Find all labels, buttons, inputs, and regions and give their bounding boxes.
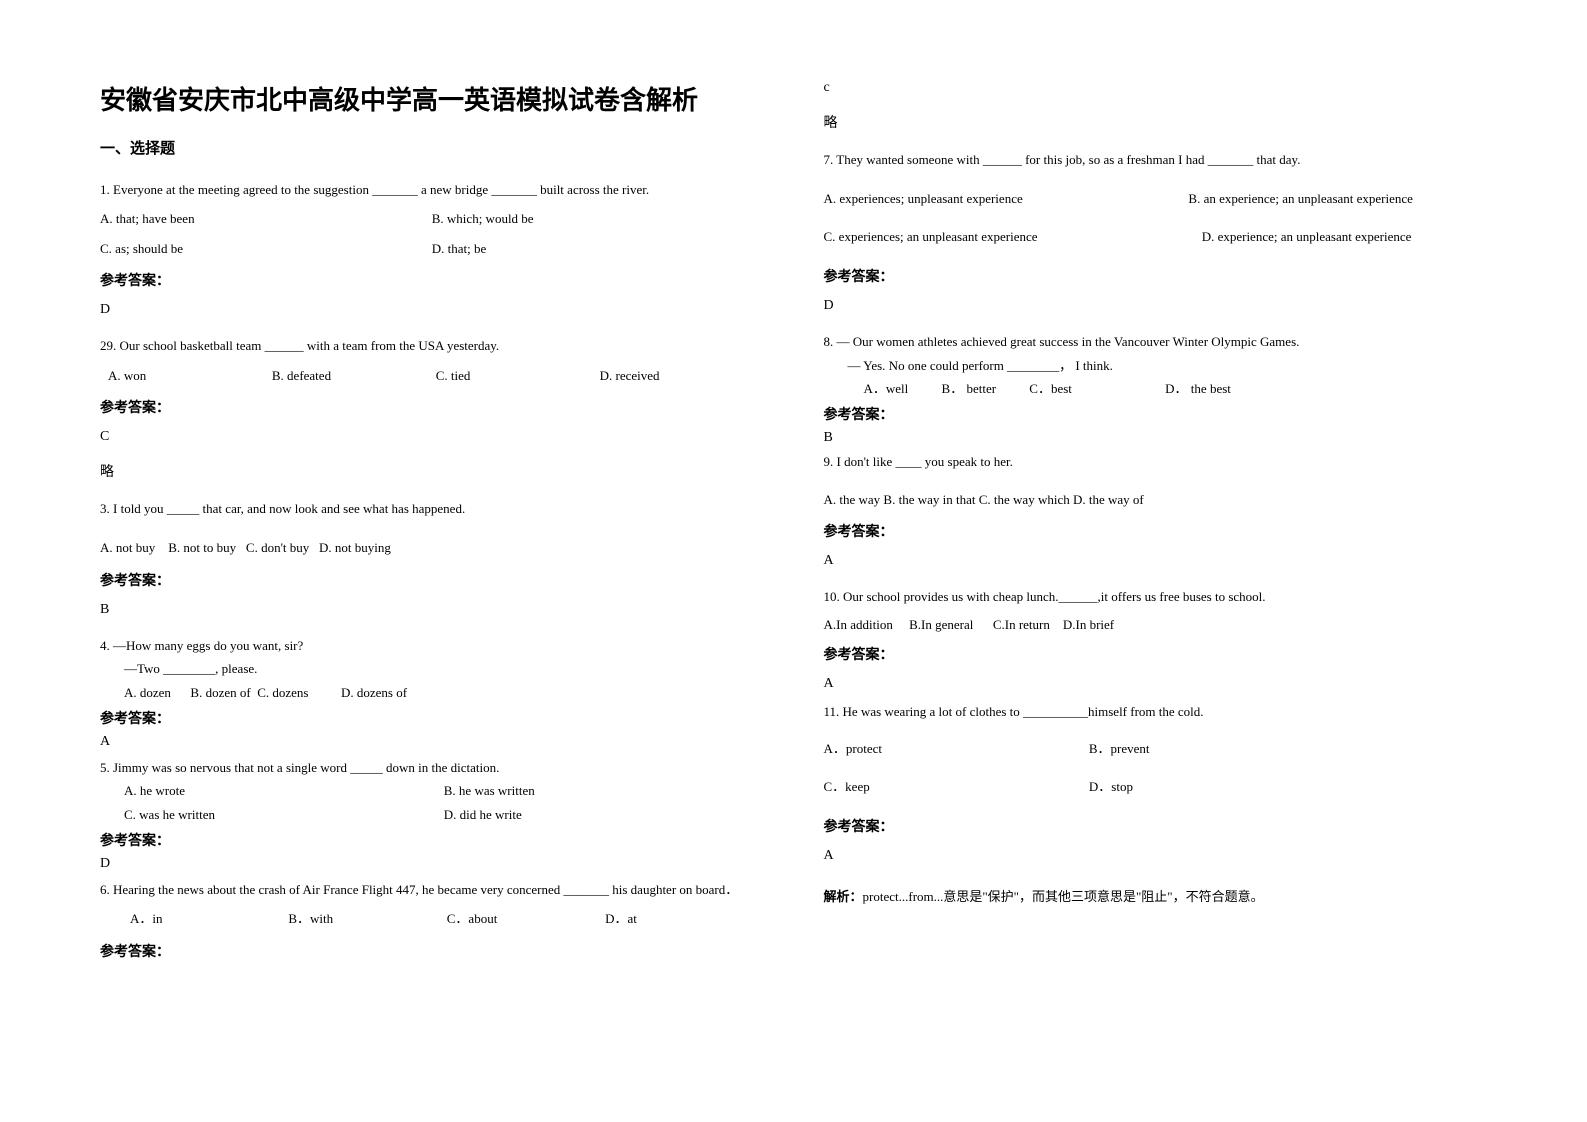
- q7-answer: D: [824, 298, 1488, 314]
- q11-opt-d: D．stop: [1089, 775, 1354, 798]
- q6-answer-label: 参考答案：: [100, 941, 764, 961]
- q3-text: 3. I told you _____ that car, and now lo…: [100, 497, 764, 520]
- q11-opt-a: A．protect: [824, 737, 1089, 760]
- q2-opt-b: B. defeated: [272, 364, 436, 387]
- q3-answer-label: 参考答案：: [100, 570, 764, 590]
- q1-text: 1. Everyone at the meeting agreed to the…: [100, 178, 764, 201]
- q11-opt-c: C．keep: [824, 775, 1089, 798]
- q8-opt-b: B． better: [942, 377, 997, 400]
- explain-label: 解析：: [824, 889, 863, 904]
- q4-line1: 4. —How many eggs do you want, sir?: [100, 634, 764, 657]
- q4-answer-label: 参考答案：: [100, 708, 764, 728]
- q11-answer-label: 参考答案：: [824, 816, 1488, 836]
- q11-answer: A: [824, 848, 1488, 864]
- section-heading: 一、选择题: [100, 137, 764, 158]
- q10-answer: A: [824, 676, 1488, 692]
- q9-answer: A: [824, 553, 1488, 569]
- q2-opts: A. won B. defeated C. tied D. received: [100, 364, 764, 387]
- q1-opt-c: C. as; should be: [100, 237, 432, 260]
- q9-opts: A. the way B. the way in that C. the way…: [824, 488, 1488, 511]
- q1-opts-row1: A. that; have been B. which; would be: [100, 207, 764, 230]
- q5-opt-b: B. he was written: [444, 779, 764, 802]
- left-column: 安徽省安庆市北中高级中学高一英语模拟试卷含解析 一、选择题 1. Everyon…: [100, 80, 764, 1042]
- q1-opt-b: B. which; would be: [432, 207, 764, 230]
- q8-line1: 8. — Our women athletes achieved great s…: [824, 330, 1488, 353]
- q4-answer: A: [100, 734, 764, 750]
- q5-opts-row2: C. was he written D. did he write: [100, 803, 764, 826]
- q4-line2: —Two ________, please.: [100, 657, 764, 680]
- q7-opts-row1: A. experiences; unpleasant experience B.…: [824, 187, 1488, 210]
- q8-opts: A．well B． better C．best D． the best: [824, 377, 1488, 400]
- q8-answer-label: 参考答案：: [824, 404, 1488, 424]
- q10-opts: A.In addition B.In general C.In return D…: [824, 613, 1488, 636]
- q6-opts: A．in B．with C．about D．at: [100, 907, 764, 930]
- q10-text: 10. Our school provides us with cheap lu…: [824, 585, 1488, 608]
- q11-explanation: 解析：protect...from...意思是"保护"，而其他三项意思是"阻止"…: [824, 886, 1488, 905]
- q2-opt-c: C. tied: [436, 364, 600, 387]
- q9-answer-label: 参考答案：: [824, 521, 1488, 541]
- q5-opt-c: C. was he written: [124, 803, 444, 826]
- q2-opt-d: D. received: [600, 364, 764, 387]
- q2-text: 29. Our school basketball team ______ wi…: [100, 334, 764, 357]
- q8-opt-a: A．well: [864, 377, 909, 400]
- q8-answer: B: [824, 430, 1488, 446]
- right-column: c 略 7. They wanted someone with ______ f…: [824, 80, 1488, 1042]
- q11-opts-row1: A．protect B．prevent: [824, 737, 1488, 760]
- q6-text: 6. Hearing the news about the crash of A…: [100, 878, 764, 901]
- q5-answer-label: 参考答案：: [100, 830, 764, 850]
- q11-text: 11. He was wearing a lot of clothes to _…: [824, 700, 1488, 723]
- q6-opt-c: C．about: [447, 907, 605, 930]
- q7-answer-label: 参考答案：: [824, 266, 1488, 286]
- q1-answer: D: [100, 302, 764, 318]
- q6-answer: c: [824, 80, 1488, 96]
- q8-line2: — Yes. No one could perform ________， I …: [824, 354, 1488, 377]
- q7-opt-c: C. experiences; an unpleasant experience: [824, 225, 1202, 248]
- q1-answer-label: 参考答案：: [100, 270, 764, 290]
- q7-opt-d: D. experience; an unpleasant experience: [1202, 225, 1487, 248]
- q10-answer-label: 参考答案：: [824, 644, 1488, 664]
- q6-opt-b: B．with: [288, 907, 446, 930]
- q5-opt-a: A. he wrote: [124, 779, 444, 802]
- explain-text: protect...from...意思是"保护"，而其他三项意思是"阻止"，不符…: [863, 889, 1264, 904]
- q1-opt-d: D. that; be: [432, 237, 764, 260]
- q1-opts-row2: C. as; should be D. that; be: [100, 237, 764, 260]
- q2-opt-a: A. won: [108, 364, 272, 387]
- q5-opt-d: D. did he write: [444, 803, 764, 826]
- q6-opt-d: D．at: [605, 907, 763, 930]
- q7-opt-b: B. an experience; an unpleasant experien…: [1188, 187, 1487, 210]
- q4-opts: A. dozen B. dozen of C. dozens D. dozens…: [100, 681, 764, 704]
- q2-answer: C: [100, 429, 764, 445]
- q7-text: 7. They wanted someone with ______ for t…: [824, 148, 1488, 171]
- q5-opts-row1: A. he wrote B. he was written: [100, 779, 764, 802]
- q9-text: 9. I don't like ____ you speak to her.: [824, 450, 1488, 473]
- q6-omit: 略: [824, 112, 1488, 132]
- q6-opt-a: A．in: [130, 907, 288, 930]
- q7-opts-row2: C. experiences; an unpleasant experience…: [824, 225, 1488, 248]
- q3-answer: B: [100, 602, 764, 618]
- q1-opt-a: A. that; have been: [100, 207, 432, 230]
- q8-opt-d: D． the best: [1165, 377, 1231, 400]
- q2-answer-label: 参考答案：: [100, 397, 764, 417]
- q5-answer: D: [100, 856, 764, 872]
- q11-opts-row2: C．keep D．stop: [824, 775, 1488, 798]
- q2-omit: 略: [100, 461, 764, 481]
- q5-text: 5. Jimmy was so nervous that not a singl…: [100, 756, 764, 779]
- q3-opts: A. not buy B. not to buy C. don't buy D.…: [100, 536, 764, 559]
- q11-opt-b: B．prevent: [1089, 737, 1354, 760]
- page-title: 安徽省安庆市北中高级中学高一英语模拟试卷含解析: [100, 80, 764, 117]
- q8-opt-c: C．best: [1029, 377, 1072, 400]
- q7-opt-a: A. experiences; unpleasant experience: [824, 187, 1189, 210]
